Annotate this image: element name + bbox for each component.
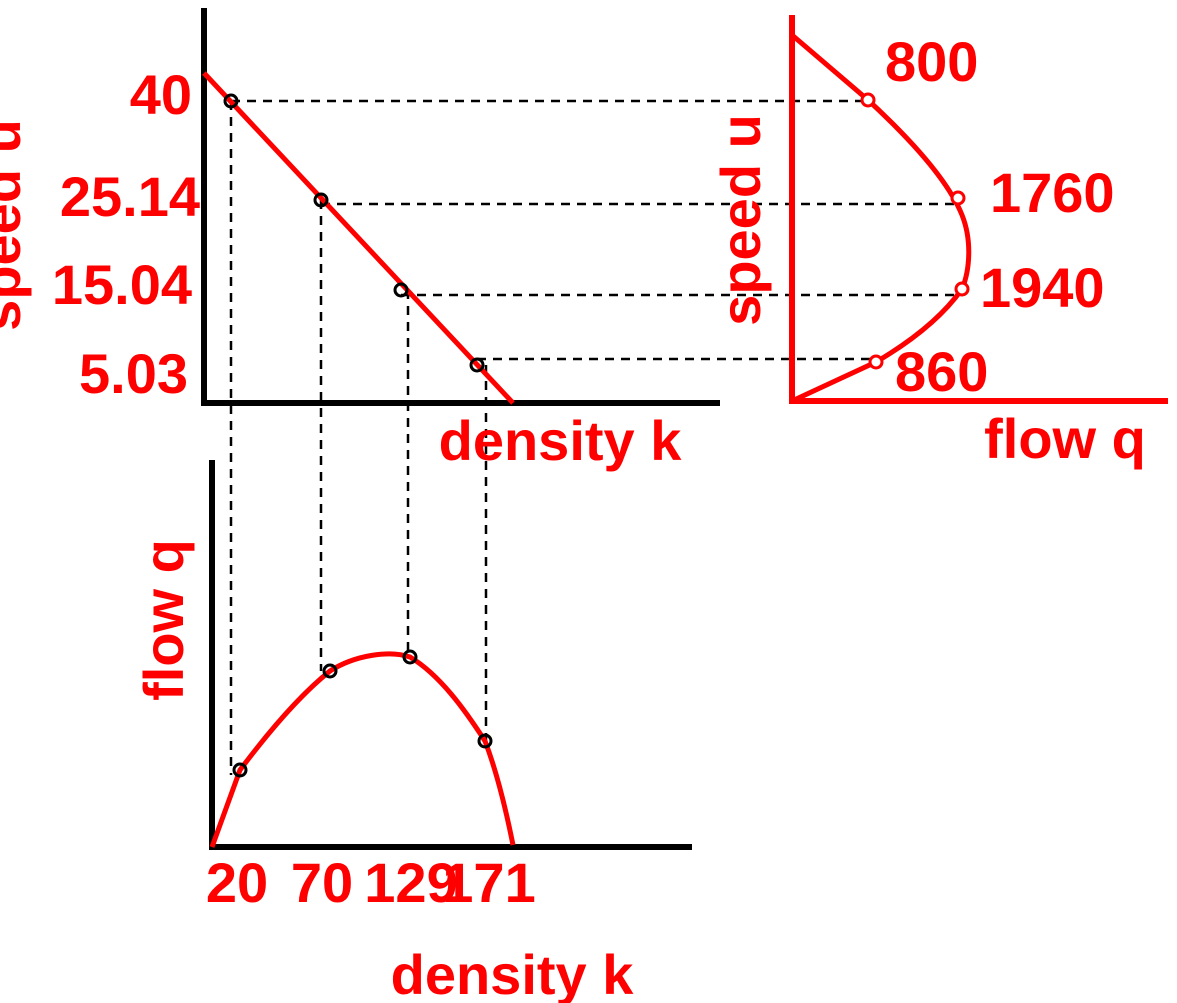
flow-label: 800 bbox=[885, 30, 978, 93]
speed-label: 40 bbox=[130, 63, 192, 126]
flow-label: 1760 bbox=[990, 161, 1115, 224]
axis-label: flow q bbox=[132, 539, 195, 701]
speed-label: 15.04 bbox=[52, 253, 192, 316]
speed-flow-panel: 800 1760 1940 860 speed u flow q bbox=[709, 15, 1168, 470]
axis-label: speed u bbox=[709, 114, 772, 326]
speed-label: 5.03 bbox=[79, 342, 188, 405]
guide-lines bbox=[229, 99, 962, 775]
axis-label: flow q bbox=[984, 407, 1146, 470]
speed-label: 25.14 bbox=[60, 165, 200, 228]
speed-density-panel: 40 25.14 15.04 5.03 speed u density k bbox=[0, 8, 720, 472]
flow-label: 860 bbox=[895, 340, 988, 403]
density-label: 171 bbox=[442, 851, 535, 914]
density-label: 20 bbox=[206, 851, 268, 914]
flow-label: 1940 bbox=[980, 256, 1105, 319]
density-label: 129 bbox=[364, 851, 457, 914]
flow-density-panel: 20 70 129 171 flow q density k bbox=[132, 460, 692, 1003]
axis-label: density k bbox=[439, 409, 683, 472]
axis-label: density k bbox=[391, 943, 635, 1003]
axis-label: speed u bbox=[0, 119, 32, 331]
density-label: 70 bbox=[291, 851, 353, 914]
